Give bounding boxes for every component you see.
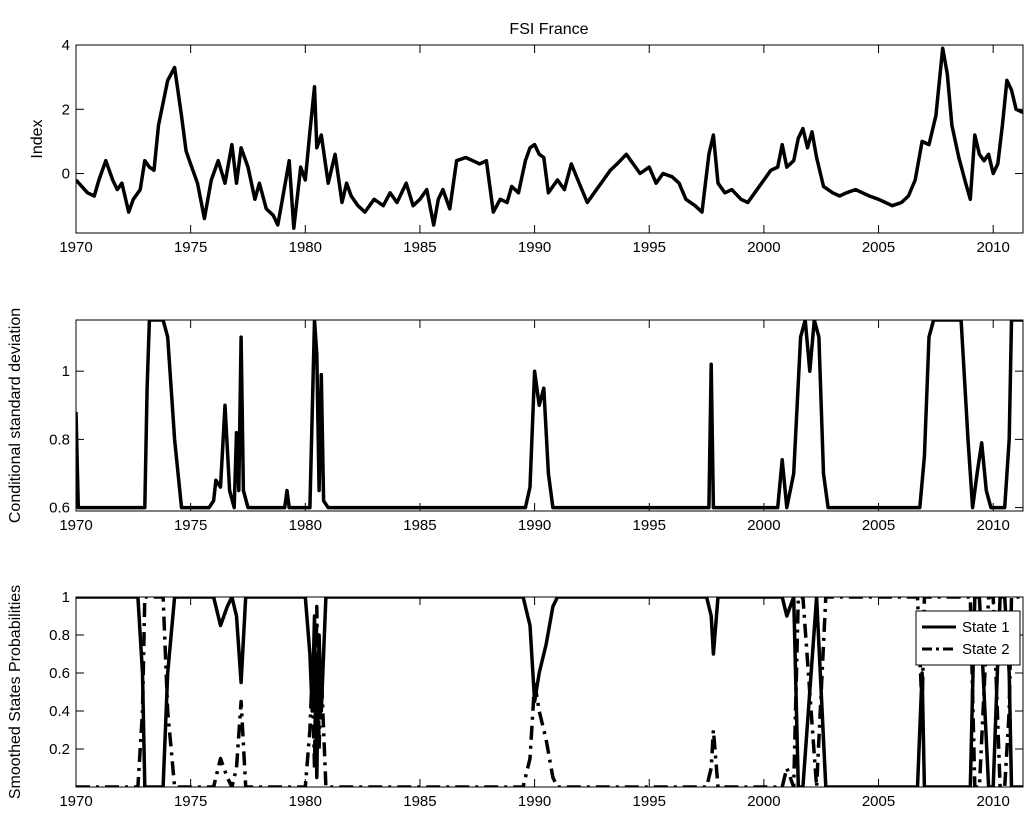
x-tick-label: 1985 xyxy=(403,517,436,534)
y-tick-label: 4 xyxy=(62,37,70,54)
y-tick-label: 0.8 xyxy=(49,431,70,448)
series-line-1-0 xyxy=(76,320,1023,510)
y-tick-label: 1 xyxy=(62,363,70,380)
y-tick-label: 1 xyxy=(62,589,70,606)
x-tick-label: 1995 xyxy=(633,793,666,810)
x-tick-label: 1970 xyxy=(59,793,92,810)
legend-label: State 2 xyxy=(962,641,1010,658)
chart-title: FSI France xyxy=(509,21,588,38)
x-tick-label: 1970 xyxy=(59,517,92,534)
legend-box xyxy=(915,610,1021,666)
panel-conditional-std: 1970 1975 1980 1985 1990 1995 2000 2005 2010 0.6 0… xyxy=(7,308,1024,534)
x-tick-label: 1985 xyxy=(403,239,436,256)
x-tick-label: 1975 xyxy=(174,239,207,256)
plot-frame xyxy=(75,596,1024,788)
series-line-2-0 xyxy=(76,597,1023,787)
y-tick-label: 0.2 xyxy=(49,741,70,758)
x-tick-label: 1980 xyxy=(289,517,322,534)
x-tick-label: 1990 xyxy=(518,239,551,256)
x-tick-label: 1990 xyxy=(518,793,551,810)
x-tick-label: 1970 xyxy=(59,239,92,256)
x-tick-label: 1995 xyxy=(633,517,666,534)
x-tick-label: 2000 xyxy=(747,239,780,256)
x-tick-label: 1975 xyxy=(174,793,207,810)
y-tick-label: 2 xyxy=(62,101,70,118)
x-tick-label: 1990 xyxy=(518,517,551,534)
x-tick-label: 2005 xyxy=(862,239,895,256)
x-tick-label: 2010 xyxy=(977,793,1010,810)
y-tick-label: 0 xyxy=(62,166,70,183)
series-line-0-0 xyxy=(76,46,1023,230)
x-tick-label: 2005 xyxy=(862,517,895,534)
x-tick-label: 1995 xyxy=(633,239,666,256)
y-axis-label: Conditional standard deviation xyxy=(7,308,24,523)
x-tick-label: 2000 xyxy=(747,517,780,534)
y-tick-label: 0.8 xyxy=(49,627,70,644)
plot-frame xyxy=(75,44,1024,234)
x-tick-label: 1975 xyxy=(174,517,207,534)
y-axis-label: Index xyxy=(29,119,46,158)
legend-label: State 1 xyxy=(962,619,1010,636)
x-tick-label: 2010 xyxy=(977,517,1010,534)
x-tick-label: 1980 xyxy=(289,239,322,256)
x-tick-label: 1980 xyxy=(289,793,322,810)
y-tick-label: 0.6 xyxy=(49,500,70,517)
x-tick-label: 2000 xyxy=(747,793,780,810)
panel-smoothed-probabilities: 1970 1975 1980 1985 1990 1995 2000 2005 2010 0.2 0… xyxy=(7,585,1024,810)
x-tick-label: 1985 xyxy=(403,793,436,810)
y-tick-label: 0.4 xyxy=(49,703,70,720)
x-tick-label: 2005 xyxy=(862,793,895,810)
x-tick-label: 2010 xyxy=(977,239,1010,256)
panel-fsi-index: 1970 1975 1980 1985 1990 1995 2000 2005 2010 0 2 4 I… xyxy=(29,37,1024,256)
y-tick-label: 0.6 xyxy=(49,665,70,682)
y-axis-label: Smoothed States Probabilities xyxy=(7,585,24,799)
plot-frame xyxy=(75,319,1024,512)
